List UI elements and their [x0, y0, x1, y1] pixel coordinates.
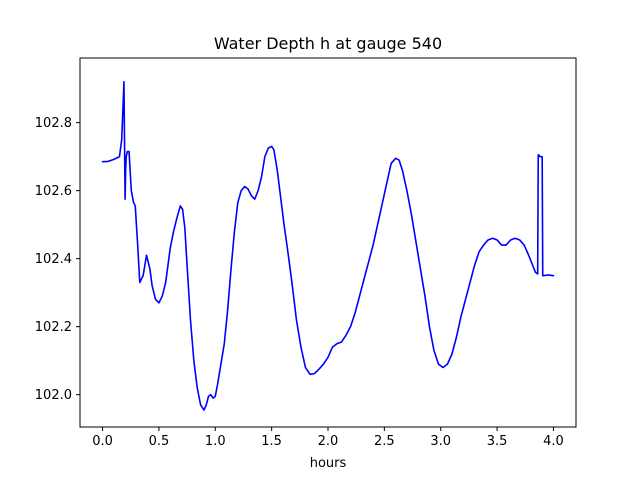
x-tick-label: 0.0 [92, 434, 113, 449]
x-tick-label: 2.5 [374, 434, 395, 449]
x-tick-label: 3.0 [430, 434, 451, 449]
y-axis-ticks: 102.0 102.2 102.4 102.6 102.8 [35, 116, 80, 403]
x-axis-label: hours [310, 456, 347, 471]
y-tick-label: 102.0 [35, 388, 72, 403]
x-tick-label: 1.0 [205, 434, 226, 449]
x-tick-label: 1.5 [261, 434, 282, 449]
x-tick-label: 2.0 [318, 434, 339, 449]
y-tick-label: 102.8 [35, 116, 72, 131]
series-layer [101, 81, 555, 411]
y-tick-label: 102.4 [35, 252, 72, 267]
x-axis-ticks: 0.0 0.5 1.0 1.5 2.0 2.5 3.0 3.5 4.0 [92, 427, 564, 449]
y-tick-label: 102.2 [35, 320, 72, 335]
plot-area-frame [79, 57, 577, 428]
series-line [101, 81, 555, 411]
x-tick-label: 3.5 [487, 434, 508, 449]
chart-title: Water Depth h at gauge 540 [214, 34, 442, 53]
x-tick-label: 0.5 [149, 434, 170, 449]
x-tick-label: 4.0 [543, 434, 564, 449]
y-tick-label: 102.6 [35, 184, 72, 199]
